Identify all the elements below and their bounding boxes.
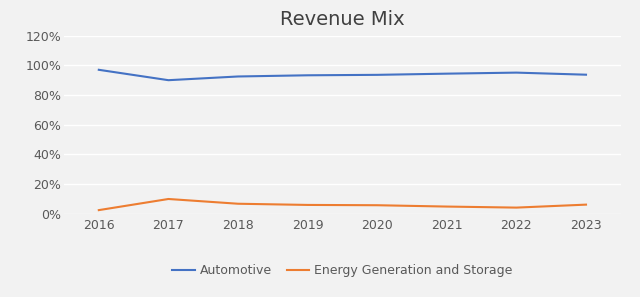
- Automotive: [513, 71, 520, 74]
- Automotive: [373, 73, 381, 77]
- Line: Energy Generation and Storage: Energy Generation and Storage: [99, 199, 586, 210]
- Automotive: [443, 72, 451, 75]
- Energy Generation and Storage: [234, 202, 242, 206]
- Energy Generation and Storage: [443, 205, 451, 208]
- Automotive: [304, 73, 312, 77]
- Energy Generation and Storage: [164, 197, 172, 201]
- Automotive: [582, 73, 590, 76]
- Automotive: [234, 75, 242, 78]
- Automotive: [164, 78, 172, 82]
- Legend: Automotive, Energy Generation and Storage: Automotive, Energy Generation and Storag…: [167, 260, 518, 282]
- Automotive: [95, 68, 102, 72]
- Energy Generation and Storage: [513, 206, 520, 209]
- Energy Generation and Storage: [582, 203, 590, 206]
- Title: Revenue Mix: Revenue Mix: [280, 10, 404, 29]
- Energy Generation and Storage: [304, 203, 312, 207]
- Energy Generation and Storage: [95, 208, 102, 212]
- Line: Automotive: Automotive: [99, 70, 586, 80]
- Energy Generation and Storage: [373, 203, 381, 207]
